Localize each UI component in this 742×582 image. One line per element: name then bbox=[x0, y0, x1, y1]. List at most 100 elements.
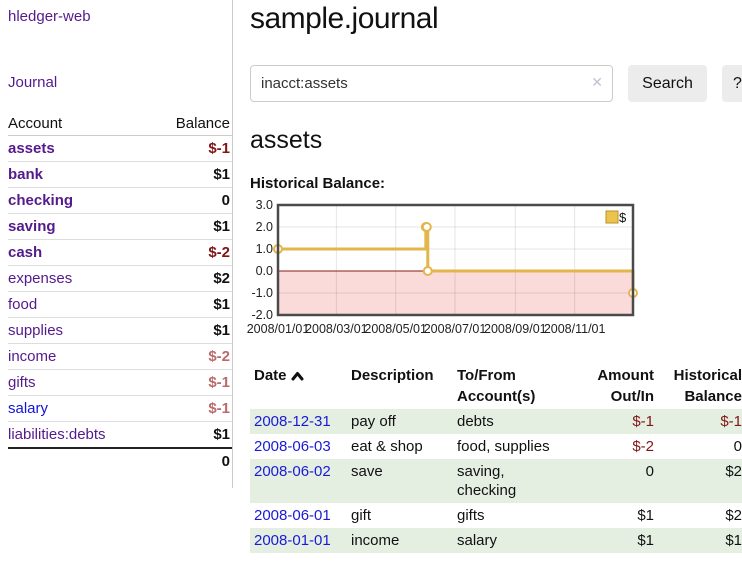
register-row: 2008-12-31 pay off debts $-1 $-1 bbox=[250, 409, 742, 434]
sidebar-box: hledger-web Journal Account Balance asse… bbox=[0, 0, 233, 488]
help-button[interactable]: ? bbox=[722, 65, 742, 102]
register-row: 2008-01-01 income salary $1 $1 bbox=[250, 528, 742, 553]
svg-text:2008/11/01: 2008/11/01 bbox=[544, 322, 606, 336]
transaction-accounts: saving, checking bbox=[453, 459, 581, 503]
account-row: supplies $1 bbox=[8, 318, 232, 344]
account-row: expenses $2 bbox=[8, 266, 232, 292]
transaction-description: eat & shop bbox=[347, 434, 453, 459]
page-title: sample.journal bbox=[250, 2, 742, 36]
account-row: cash $-2 bbox=[8, 240, 232, 266]
transaction-date-link[interactable]: 2008-06-02 bbox=[254, 463, 331, 480]
transaction-balance: $2 bbox=[658, 459, 742, 503]
transaction-accounts: debts bbox=[453, 409, 581, 434]
register-row: 2008-06-01 gift gifts $1 $2 bbox=[250, 503, 742, 528]
account-link-bank[interactable]: bank bbox=[8, 166, 43, 183]
account-row: assets $-1 bbox=[8, 136, 232, 162]
svg-text:-2.0: -2.0 bbox=[251, 308, 273, 322]
svg-text:-1.0: -1.0 bbox=[251, 286, 273, 300]
account-row: liabilities:debts $1 bbox=[8, 422, 232, 449]
account-row: income $-2 bbox=[8, 344, 232, 370]
transaction-amount: $1 bbox=[581, 503, 658, 528]
account-row: bank $1 bbox=[8, 162, 232, 188]
transaction-amount: 0 bbox=[581, 459, 658, 503]
account-link-salary[interactable]: salary bbox=[8, 400, 48, 417]
transaction-balance: $1 bbox=[658, 528, 742, 553]
register-header-accounts: To/From Account(s) bbox=[453, 363, 581, 409]
accounts-header-balance: Balance bbox=[150, 112, 232, 136]
transaction-accounts: food, supplies bbox=[453, 434, 581, 459]
account-link-cash[interactable]: cash bbox=[8, 244, 42, 261]
account-row: salary $-1 bbox=[8, 396, 232, 422]
account-heading: assets bbox=[250, 126, 742, 155]
svg-text:2008/05/01: 2008/05/01 bbox=[364, 322, 427, 336]
search-form: ✕ Search ? bbox=[250, 65, 742, 102]
hledger-web-link[interactable]: hledger-web bbox=[8, 8, 232, 25]
account-link-expenses[interactable]: expenses bbox=[8, 270, 72, 287]
transaction-description: pay off bbox=[347, 409, 453, 434]
accounts-header-row: Account Balance bbox=[8, 112, 232, 136]
svg-text:0.0: 0.0 bbox=[256, 264, 273, 278]
svg-text:1.0: 1.0 bbox=[256, 242, 273, 256]
app: hledger-web Journal Account Balance asse… bbox=[0, 0, 742, 553]
transaction-amount: $-1 bbox=[581, 409, 658, 434]
register-header-date[interactable]: Date bbox=[250, 363, 347, 409]
account-balance: $1 bbox=[150, 162, 232, 188]
account-link-checking[interactable]: checking bbox=[8, 192, 73, 209]
register-row: 2008-06-02 save saving, checking 0 $2 bbox=[250, 459, 742, 503]
svg-text:2008/07/01: 2008/07/01 bbox=[424, 322, 487, 336]
register-row: 2008-06-03 eat & shop food, supplies $-2… bbox=[250, 434, 742, 459]
transaction-description: income bbox=[347, 528, 453, 553]
transaction-date-link[interactable]: 2008-12-31 bbox=[254, 413, 331, 430]
sidebar-item-journal[interactable]: Journal bbox=[8, 74, 232, 91]
transaction-date-link[interactable]: 2008-01-01 bbox=[254, 532, 331, 549]
account-link-assets[interactable]: assets bbox=[8, 140, 55, 157]
account-balance: $-1 bbox=[150, 396, 232, 422]
register-header-amount: Amount Out/In bbox=[581, 363, 658, 409]
svg-text:$: $ bbox=[619, 210, 627, 225]
search-button[interactable]: Search bbox=[628, 65, 707, 102]
transaction-accounts: gifts bbox=[453, 503, 581, 528]
account-balance: $-2 bbox=[150, 240, 232, 266]
transaction-balance: $2 bbox=[658, 503, 742, 528]
transaction-amount: $-2 bbox=[581, 434, 658, 459]
account-row: gifts $-1 bbox=[8, 370, 232, 396]
accounts-total-row: 0 bbox=[8, 448, 232, 474]
sort-ascending-icon bbox=[291, 371, 304, 381]
transaction-amount: $1 bbox=[581, 528, 658, 553]
transaction-description: gift bbox=[347, 503, 453, 528]
transaction-date-link[interactable]: 2008-06-03 bbox=[254, 438, 331, 455]
account-row: saving $1 bbox=[8, 214, 232, 240]
account-link-gifts[interactable]: gifts bbox=[8, 374, 36, 391]
account-balance: $-1 bbox=[150, 136, 232, 162]
svg-text:3.0: 3.0 bbox=[256, 198, 273, 212]
transaction-accounts: salary bbox=[453, 528, 581, 553]
account-row: checking 0 bbox=[8, 188, 232, 214]
account-balance: $-2 bbox=[150, 344, 232, 370]
chart-label: Historical Balance: bbox=[250, 175, 742, 192]
historical-balance-chart: $3.0 2.0 1.0 0.0 -1.0 -2.02008/01/012008/03/0… bbox=[244, 197, 642, 339]
svg-text:2.0: 2.0 bbox=[256, 220, 273, 234]
account-link-food[interactable]: food bbox=[8, 296, 37, 313]
account-balance: $1 bbox=[150, 422, 232, 449]
account-balance: $1 bbox=[150, 318, 232, 344]
search-input[interactable] bbox=[250, 65, 613, 102]
transaction-description: save bbox=[347, 459, 453, 503]
search-input-wrap: ✕ bbox=[250, 65, 613, 102]
register-header-description: Description bbox=[347, 363, 453, 409]
svg-text:2008/03/01: 2008/03/01 bbox=[305, 322, 368, 336]
account-link-supplies[interactable]: supplies bbox=[8, 322, 63, 339]
account-balance: $-1 bbox=[150, 370, 232, 396]
sidebar: hledger-web Journal Account Balance asse… bbox=[0, 0, 233, 553]
svg-text:2008/01/01: 2008/01/01 bbox=[247, 322, 310, 336]
register-header-balance: Historical Balance bbox=[658, 363, 742, 409]
account-balance: $1 bbox=[150, 214, 232, 240]
register-header-row: Date Description To/From Account(s) Amou… bbox=[250, 363, 742, 409]
account-balance: $1 bbox=[150, 292, 232, 318]
main-content: sample.journal ✕ Search ? assets Histori… bbox=[233, 0, 742, 553]
account-link-saving[interactable]: saving bbox=[8, 218, 56, 235]
account-link-liabilities-debts[interactable]: liabilities:debts bbox=[8, 426, 106, 443]
clear-search-icon[interactable]: ✕ bbox=[591, 74, 603, 91]
transaction-balance: $-1 bbox=[658, 409, 742, 434]
account-link-income[interactable]: income bbox=[8, 348, 56, 365]
transaction-date-link[interactable]: 2008-06-01 bbox=[254, 507, 331, 524]
